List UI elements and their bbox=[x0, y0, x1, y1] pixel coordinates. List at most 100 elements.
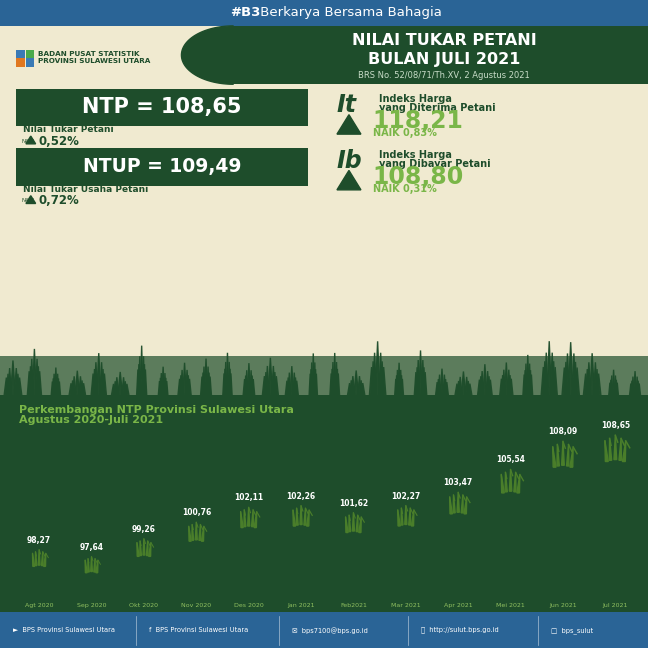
Polygon shape bbox=[541, 367, 546, 399]
FancyBboxPatch shape bbox=[0, 259, 648, 395]
Polygon shape bbox=[614, 435, 617, 459]
Polygon shape bbox=[137, 369, 139, 399]
Text: 103,47: 103,47 bbox=[444, 478, 473, 487]
Polygon shape bbox=[240, 512, 243, 527]
Polygon shape bbox=[268, 358, 273, 399]
Polygon shape bbox=[80, 380, 84, 399]
Polygon shape bbox=[243, 379, 246, 399]
Polygon shape bbox=[369, 367, 374, 399]
Polygon shape bbox=[500, 378, 503, 399]
Polygon shape bbox=[165, 378, 167, 399]
Polygon shape bbox=[51, 382, 54, 399]
Polygon shape bbox=[356, 515, 358, 531]
Polygon shape bbox=[140, 541, 141, 555]
Polygon shape bbox=[347, 383, 353, 399]
Polygon shape bbox=[457, 381, 460, 399]
Polygon shape bbox=[315, 374, 318, 399]
Polygon shape bbox=[30, 359, 34, 399]
Text: Mar 2021: Mar 2021 bbox=[391, 603, 421, 608]
Polygon shape bbox=[636, 376, 638, 399]
Polygon shape bbox=[380, 362, 384, 399]
Polygon shape bbox=[251, 376, 253, 399]
Polygon shape bbox=[251, 510, 253, 527]
Polygon shape bbox=[419, 351, 422, 399]
Polygon shape bbox=[312, 353, 314, 399]
Text: 102,27: 102,27 bbox=[391, 492, 421, 500]
Polygon shape bbox=[160, 373, 163, 399]
Polygon shape bbox=[565, 353, 570, 399]
Text: Apr 2021: Apr 2021 bbox=[444, 603, 472, 608]
Polygon shape bbox=[337, 373, 340, 399]
Polygon shape bbox=[337, 115, 361, 134]
Text: #B3: #B3 bbox=[230, 6, 260, 19]
Polygon shape bbox=[483, 364, 487, 399]
Polygon shape bbox=[487, 376, 491, 399]
Polygon shape bbox=[178, 379, 181, 399]
Polygon shape bbox=[405, 505, 407, 524]
Polygon shape bbox=[416, 367, 419, 399]
Polygon shape bbox=[254, 512, 257, 527]
Text: NAIK 0,83%: NAIK 0,83% bbox=[373, 128, 437, 138]
Polygon shape bbox=[124, 381, 127, 399]
Polygon shape bbox=[223, 373, 226, 399]
Polygon shape bbox=[590, 353, 595, 399]
Polygon shape bbox=[610, 375, 613, 399]
Polygon shape bbox=[608, 383, 611, 399]
Text: Nov 2020: Nov 2020 bbox=[181, 603, 211, 608]
Polygon shape bbox=[192, 524, 194, 540]
Polygon shape bbox=[248, 507, 249, 526]
Polygon shape bbox=[381, 367, 386, 399]
Text: 102,11: 102,11 bbox=[234, 493, 263, 502]
Polygon shape bbox=[52, 378, 54, 399]
Polygon shape bbox=[445, 379, 447, 399]
Text: 108,65: 108,65 bbox=[601, 421, 630, 430]
Text: Indeks Harga: Indeks Harga bbox=[379, 94, 452, 104]
Text: Feb2021: Feb2021 bbox=[340, 603, 367, 608]
Polygon shape bbox=[117, 372, 123, 399]
Polygon shape bbox=[143, 364, 145, 399]
Polygon shape bbox=[373, 353, 376, 399]
Polygon shape bbox=[411, 510, 414, 526]
Polygon shape bbox=[632, 376, 634, 399]
Polygon shape bbox=[309, 374, 312, 399]
Polygon shape bbox=[457, 492, 459, 513]
Polygon shape bbox=[314, 362, 316, 399]
Polygon shape bbox=[400, 375, 402, 399]
Text: Agustus 2020-Juli 2021: Agustus 2020-Juli 2021 bbox=[19, 415, 163, 425]
Polygon shape bbox=[121, 377, 126, 399]
Text: NILAI TUKAR PETANI: NILAI TUKAR PETANI bbox=[351, 32, 537, 48]
Polygon shape bbox=[397, 370, 399, 399]
Polygon shape bbox=[226, 353, 229, 399]
Polygon shape bbox=[349, 380, 353, 399]
Polygon shape bbox=[69, 383, 73, 399]
Polygon shape bbox=[4, 378, 9, 399]
Text: NAIK: NAIK bbox=[21, 198, 34, 203]
Polygon shape bbox=[336, 369, 338, 399]
Text: Jun 2021: Jun 2021 bbox=[549, 603, 577, 608]
Polygon shape bbox=[138, 364, 140, 399]
Polygon shape bbox=[199, 524, 201, 540]
Polygon shape bbox=[75, 371, 80, 399]
Text: 101,62: 101,62 bbox=[339, 499, 368, 507]
Polygon shape bbox=[398, 363, 400, 399]
Polygon shape bbox=[616, 383, 619, 399]
Polygon shape bbox=[7, 368, 12, 399]
Text: yang Dibayar Petani: yang Dibayar Petani bbox=[379, 159, 491, 169]
Polygon shape bbox=[477, 380, 481, 399]
Polygon shape bbox=[514, 472, 516, 492]
Polygon shape bbox=[502, 375, 504, 399]
Text: Okt 2020: Okt 2020 bbox=[130, 603, 158, 608]
Polygon shape bbox=[209, 376, 212, 399]
Polygon shape bbox=[204, 358, 207, 399]
Polygon shape bbox=[359, 517, 362, 533]
Polygon shape bbox=[288, 373, 291, 399]
Polygon shape bbox=[72, 376, 76, 399]
Polygon shape bbox=[180, 370, 184, 399]
Polygon shape bbox=[400, 370, 402, 399]
Text: 108,80: 108,80 bbox=[373, 165, 464, 189]
Polygon shape bbox=[528, 364, 531, 399]
FancyBboxPatch shape bbox=[0, 395, 648, 612]
Polygon shape bbox=[345, 517, 348, 533]
Text: 102,26: 102,26 bbox=[286, 492, 316, 501]
FancyBboxPatch shape bbox=[0, 356, 648, 395]
